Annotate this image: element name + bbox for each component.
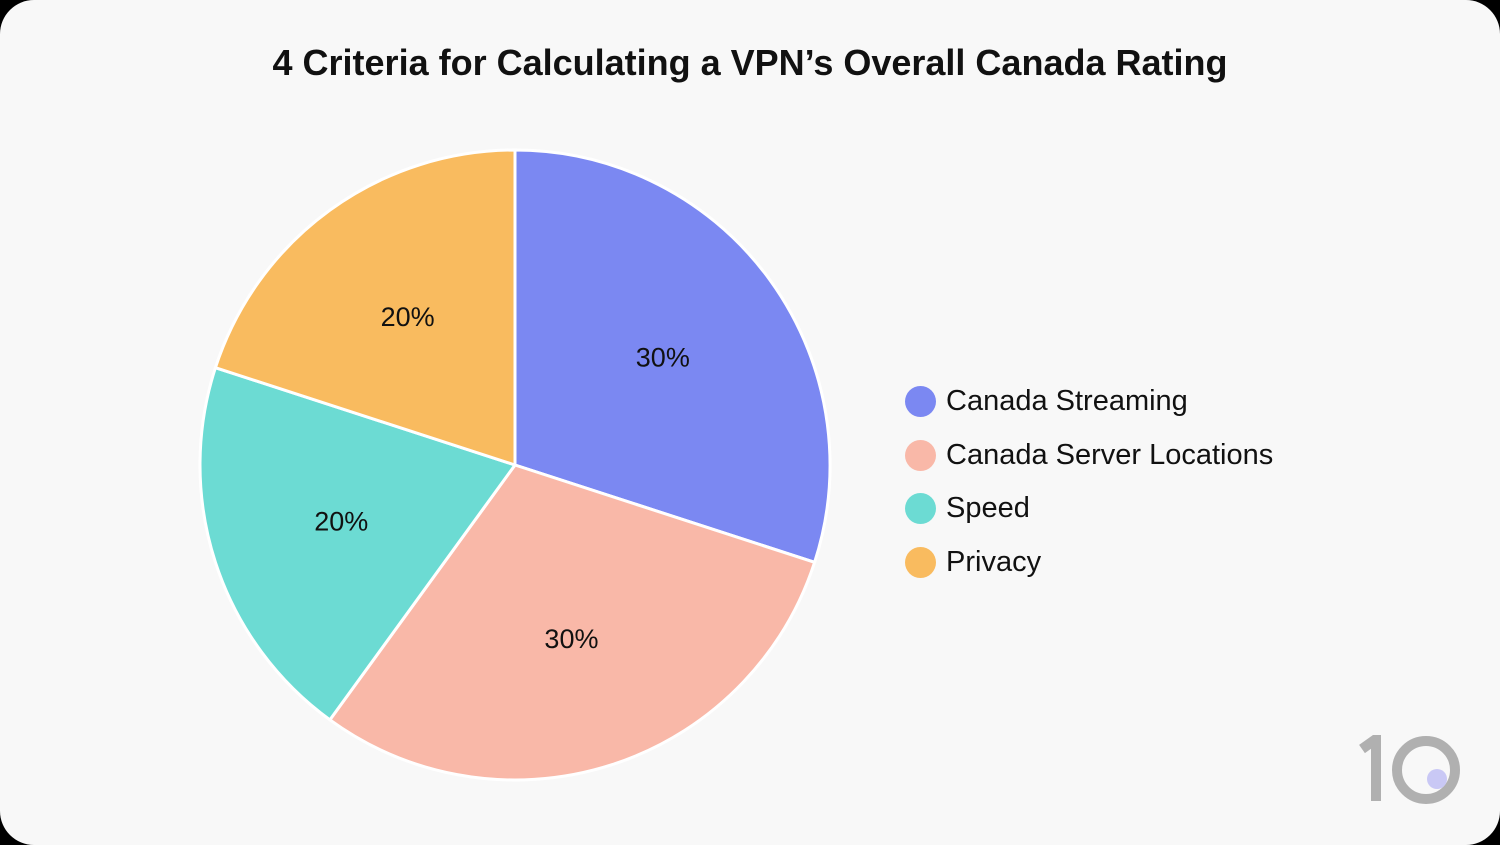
slice-label-canada-server-locations: 30% [544,624,598,654]
legend-swatch-icon [905,386,936,418]
logo-digit-one [1359,735,1381,801]
chart-title: 4 Criteria for Calculating a VPN’s Overa… [272,42,1228,83]
legend-item-privacy: Privacy [905,536,1273,590]
legend-swatch-icon [905,493,936,525]
legend-swatch-icon [905,439,936,471]
pie-slice-labels: 30% 30% 20% 20% [314,302,690,654]
chart-legend: Canada Streaming Canada Server Locations S… [905,375,1273,589]
legend-item-speed: Speed [905,482,1273,536]
legend-label: Privacy [946,545,1042,578]
slice-label-speed: 20% [314,506,368,536]
legend-label: Speed [946,492,1030,525]
legend-label: Canada Streaming [946,385,1188,418]
legend-swatch-icon [905,546,936,578]
legend-item-canada-server-locations: Canada Server Locations [905,429,1273,483]
slice-label-canada-streaming: 30% [636,343,690,373]
logo-dot [1427,769,1447,789]
pie-slice-canada-server-locations [328,463,817,782]
brand-logo [1359,735,1460,804]
slice-label-privacy: 20% [381,302,435,332]
legend-label: Canada Server Locations [946,438,1274,471]
pie-slice-canada-streaming [513,148,832,564]
logo-digit-zero [1392,736,1460,804]
legend-item-canada-streaming: Canada Streaming [905,375,1273,429]
pie-slices [198,148,832,782]
pie-slice-speed [198,366,517,722]
pie-slice-privacy [213,148,517,467]
